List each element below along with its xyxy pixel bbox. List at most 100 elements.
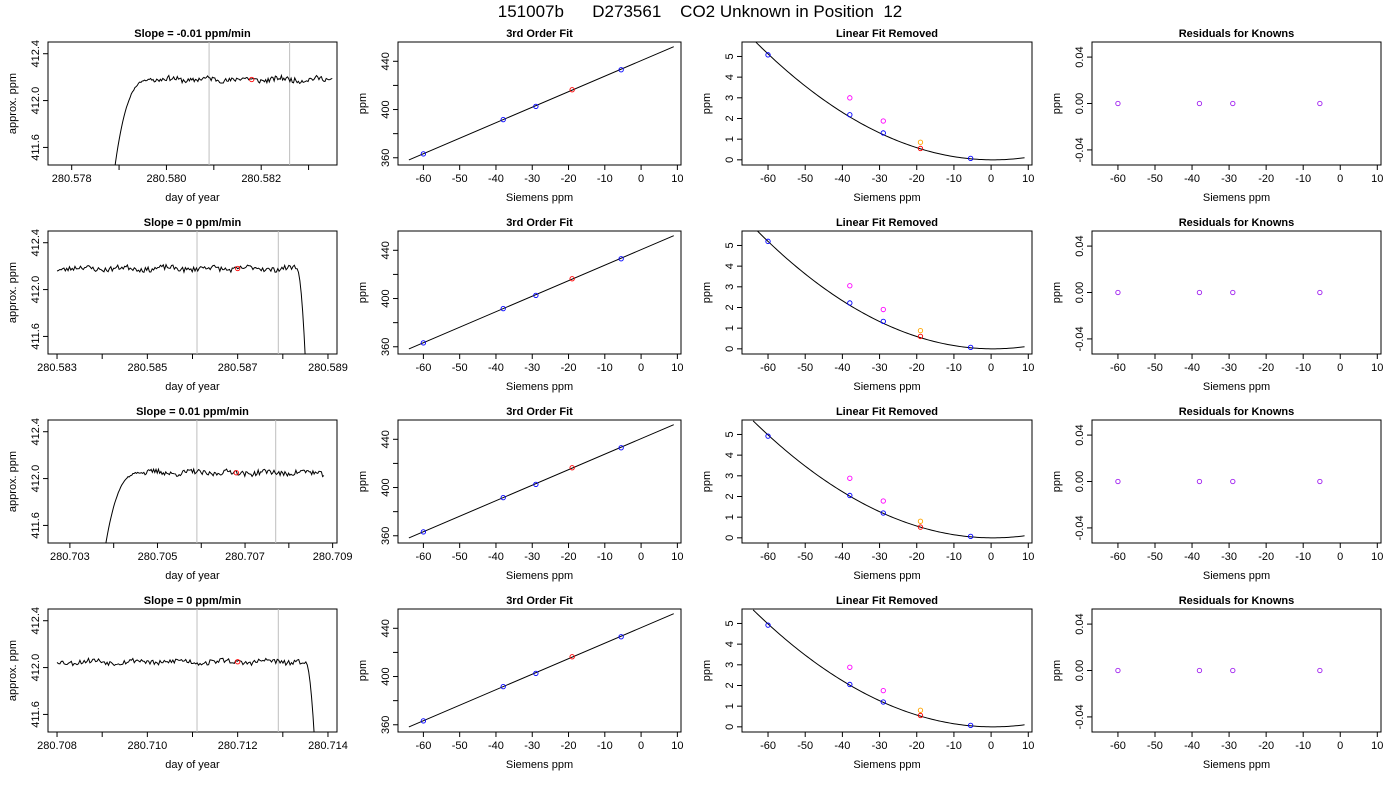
x-tick-label: -30 (1221, 551, 1237, 563)
panel-3-4: Residuals for Knowns -60 -50 -40 -30 -20 -10 0 1… (1051, 406, 1383, 582)
plot-frame (1091, 608, 1382, 733)
panel-3-1: Slope = 0.01 ppm/min 280.703 280.705 280.70… (7, 406, 353, 582)
panel-title: 3rd Order Fit (506, 595, 573, 607)
plot-frame (397, 419, 682, 544)
x-tick-label: -30 (872, 740, 888, 752)
plot-area (56, 609, 315, 732)
x-tick-label: -50 (452, 551, 468, 563)
y-tick-label: -0.04 (1074, 326, 1086, 351)
residual-curve (752, 609, 1025, 728)
x-tick-label: -30 (1221, 740, 1237, 752)
x-tick-label: 10 (671, 740, 683, 752)
panel-title: Residuals for Knowns (1179, 406, 1295, 418)
x-tick-label: 10 (1371, 740, 1383, 752)
x-tick-label: 280.587 (218, 362, 258, 374)
y-tick-label: 0 (724, 157, 736, 163)
y-axis-label: ppm (357, 93, 369, 114)
panel-title: Linear Fit Removed (836, 217, 938, 229)
known-point (618, 634, 624, 640)
plot-area (752, 609, 1025, 729)
y-tick-label: 0.04 (1074, 46, 1086, 67)
fit-line (408, 424, 674, 539)
x-tick-label: -30 (1221, 362, 1237, 374)
y-tick-label: 5 (724, 53, 736, 59)
y-tick-label: 412.4 (30, 229, 42, 257)
unknown-point (917, 524, 924, 530)
known-point (500, 684, 506, 690)
x-tick-label: -10 (597, 551, 613, 563)
panel-1-1: Slope = -0.01 ppm/min 280.578 280.580 280.5… (7, 28, 338, 204)
y-tick-label: 412.4 (30, 40, 42, 68)
y-tick-label: 1 (724, 325, 736, 331)
ppm-trace (114, 73, 333, 165)
x-tick-label: -20 (1258, 173, 1274, 185)
y-tick-label: 360 (380, 527, 392, 545)
plot-area (105, 420, 325, 543)
x-tick-label: -20 (561, 362, 577, 374)
y-tick-label: 400 (380, 478, 392, 496)
x-tick-label: -50 (797, 362, 813, 374)
x-tick-label: 280.707 (225, 551, 265, 563)
x-tick-label: -10 (1295, 740, 1311, 752)
x-tick-label: 280.703 (50, 551, 90, 563)
unknown-mean-marker (235, 659, 241, 665)
panel-4-1: Slope = 0 ppm/min 280.708 280.710 280.712 28… (7, 595, 348, 771)
y-tick-label: 400 (380, 100, 392, 118)
x-tick-label: 0 (988, 551, 994, 563)
x-tick-label: 0 (1337, 173, 1343, 185)
y-tick-label: 5 (724, 431, 736, 437)
x-axis-label: Siemens ppm (853, 570, 920, 582)
x-tick-label: 280.578 (52, 173, 92, 185)
x-tick-label: -10 (597, 362, 613, 374)
residual-point (1230, 100, 1236, 107)
x-tick-label: 280.705 (138, 551, 178, 563)
y-axis-label: approx. ppm (7, 73, 19, 134)
panel-title: 3rd Order Fit (506, 217, 573, 229)
plot-area (56, 231, 306, 354)
x-tick-label: -10 (946, 362, 962, 374)
x-tick-label: -50 (452, 362, 468, 374)
x-axis-label: Siemens ppm (506, 381, 573, 393)
known-raw-point (847, 475, 853, 481)
x-tick-label: -40 (1184, 362, 1200, 374)
panel-3-3: Linear Fit Removed -60 -50 -40 -30 -20 -10 0 10 0… (701, 406, 1034, 582)
known-point (968, 533, 974, 540)
x-axis-label: Siemens ppm (1203, 381, 1270, 393)
x-axis-label: day of year (165, 759, 220, 771)
y-tick-label: 4 (724, 641, 736, 647)
known-point (765, 52, 771, 58)
known-point (420, 151, 427, 157)
x-tick-label: -40 (834, 173, 850, 185)
residual-point (1115, 289, 1121, 296)
x-tick-label: -60 (760, 173, 776, 185)
panel-2-1: Slope = 0 ppm/min 280.583 280.585 280.587 28… (7, 217, 348, 393)
known-point (420, 529, 427, 535)
y-tick-label: 2 (724, 115, 736, 121)
known-point (618, 67, 624, 73)
y-tick-label: 440 (380, 619, 392, 637)
unknown-point (917, 145, 924, 152)
ppm-trace (56, 656, 315, 732)
y-tick-label: 400 (380, 289, 392, 307)
known-point (533, 292, 539, 299)
x-tick-label: -30 (524, 173, 540, 185)
y-tick-label: 0.00 (1074, 282, 1086, 303)
known-raw-point (880, 118, 886, 124)
panel-4-3: Linear Fit Removed -60 -50 -40 -30 -20 -10 0 10 0… (701, 595, 1034, 771)
x-axis-label: Siemens ppm (506, 759, 573, 771)
panel-title: Residuals for Knowns (1179, 595, 1295, 607)
panel-1-4: Residuals for Knowns -60 -50 -40 -30 -20 -10 0 1… (1051, 28, 1383, 204)
known-raw-point (880, 498, 886, 504)
panel-3-2: 3rd Order Fit -60 -50 -40 -30 -20 -10 0 10 360 400… (357, 406, 683, 582)
unknown-mean-marker (249, 76, 255, 83)
x-axis-label: Siemens ppm (853, 192, 920, 204)
x-tick-label: -40 (834, 362, 850, 374)
known-point (533, 103, 539, 110)
y-tick-label: 0.00 (1074, 660, 1086, 681)
x-tick-label: -30 (872, 173, 888, 185)
x-tick-label: -60 (415, 740, 431, 752)
x-tick-label: -20 (561, 551, 577, 563)
y-tick-label: -0.04 (1074, 515, 1086, 540)
x-tick-label: -10 (1295, 551, 1311, 563)
y-tick-label: 440 (380, 52, 392, 70)
